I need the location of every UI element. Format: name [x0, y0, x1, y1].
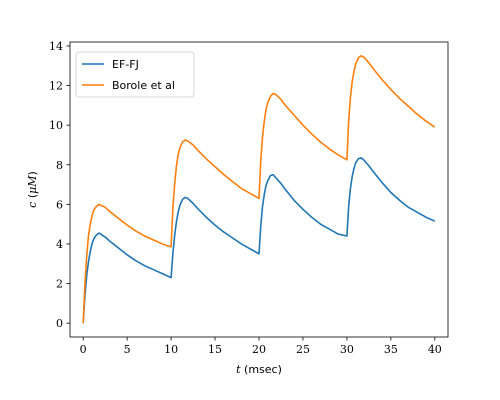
x-tick-label: 5: [124, 343, 131, 356]
x-tick-label: 0: [80, 343, 87, 356]
x-axis-label: t (msec): [236, 363, 282, 376]
x-tick-label: 20: [252, 343, 266, 356]
x-tick-label: 35: [384, 343, 398, 356]
x-tick-label: 30: [340, 343, 354, 356]
x-tick-label: 25: [296, 343, 310, 356]
legend: EF-FJ Borole et al: [75, 51, 195, 98]
y-axis-label: c (μM): [26, 171, 39, 208]
y-axis-paren-open: (: [26, 194, 39, 202]
axes-frame: [69, 41, 449, 338]
series-line-1: [82, 55, 436, 324]
y-tick-label: 14: [49, 40, 63, 53]
legend-label-ef-fj: EF-FJ: [112, 58, 139, 71]
x-axis-unit: (msec): [241, 363, 282, 376]
series-line-0: [82, 157, 436, 324]
y-tick-label: 6: [56, 198, 63, 211]
y-axis-unit: μM: [26, 175, 39, 194]
y-tick-label: 12: [49, 80, 63, 93]
x-axis-ticks: 0 5 10 15 20 25 30 35 40: [80, 337, 442, 356]
x-axis-variable: t: [236, 363, 241, 376]
y-axis-variable: c: [26, 202, 39, 208]
y-tick-label: 2: [56, 278, 63, 291]
plot-area: [82, 55, 436, 324]
y-axis-paren-close: ): [26, 171, 39, 175]
legend-label-borole: Borole et al: [112, 79, 175, 92]
x-tick-label: 15: [208, 343, 222, 356]
y-axis-ticks: 0 2 4 6 8 10 12 14: [49, 40, 70, 330]
y-tick-label: 8: [56, 159, 63, 172]
y-tick-label: 10: [49, 119, 63, 132]
y-tick-label: 0: [56, 317, 63, 330]
x-tick-label: 40: [428, 343, 442, 356]
legend-box: [75, 51, 195, 98]
x-tick-label: 10: [164, 343, 178, 356]
y-tick-label: 4: [56, 238, 63, 251]
